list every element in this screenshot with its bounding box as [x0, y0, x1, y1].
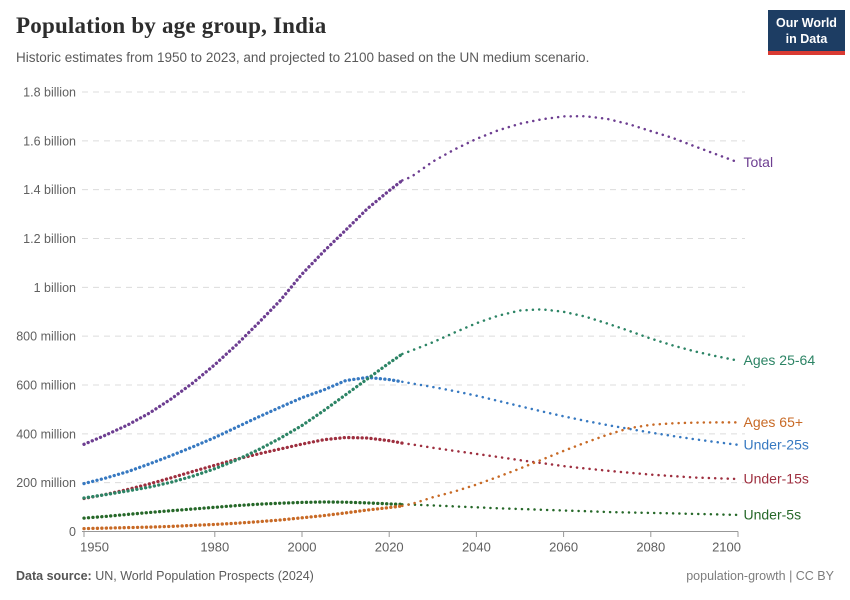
y-tick-label: 1.8 billion	[23, 86, 76, 100]
series-label-under-25s: Under-25s	[744, 436, 809, 452]
chart-subtitle: Historic estimates from 1950 to 2023, an…	[16, 50, 590, 65]
y-tick-label: 400 million	[16, 427, 76, 441]
y-tick-label: 1.2 billion	[23, 232, 76, 246]
y-tick-label: 1.6 billion	[23, 134, 76, 148]
series-label-ages-65-: Ages 65+	[744, 414, 804, 430]
y-tick-label: 1.4 billion	[23, 183, 76, 197]
series-line-projected-total[interactable]	[401, 114, 740, 182]
data-source-label: Data source:	[16, 569, 92, 583]
x-tick-label: 2100	[712, 540, 741, 555]
page-title: Population by age group, India	[16, 13, 327, 38]
series-label-under-5s: Under-5s	[744, 506, 802, 522]
y-tick-label: 1 billion	[34, 281, 76, 295]
series-line-historic-total[interactable]	[82, 178, 404, 446]
series-line-projected-under-25s[interactable]	[401, 380, 740, 447]
x-tick-label: 2060	[549, 540, 578, 555]
series-label-total: Total	[744, 154, 774, 170]
series-label-under-15s: Under-15s	[744, 471, 809, 487]
owid-logo-line2: in Data	[785, 32, 828, 46]
x-tick-label: 2080	[636, 540, 665, 555]
x-tick-label: 2040	[462, 540, 491, 555]
series-line-projected-ages-65-[interactable]	[401, 421, 740, 508]
data-source-text: UN, World Population Prospects (2024)	[95, 569, 314, 583]
series-line-historic-ages-65-[interactable]	[82, 504, 404, 531]
series-line-projected-under-15s[interactable]	[401, 441, 740, 481]
owid-logo-line1: Our World	[776, 16, 837, 30]
y-tick-label: 0	[69, 525, 76, 539]
series-line-projected-under-5s[interactable]	[401, 503, 740, 517]
owid-logo[interactable]: Our World in Data	[768, 10, 845, 55]
y-tick-label: 600 million	[16, 379, 76, 393]
chart-footer: Data source: UN, World Population Prospe…	[16, 569, 834, 583]
x-tick-label: 1980	[200, 540, 229, 555]
x-tick-label: 1950	[80, 540, 109, 555]
series-line-historic-under-25s[interactable]	[82, 375, 404, 486]
data-source-note: Data source: UN, World Population Prospe…	[16, 569, 314, 583]
y-tick-label: 800 million	[16, 330, 76, 344]
y-tick-label: 200 million	[16, 476, 76, 490]
series-line-historic-under-5s[interactable]	[82, 500, 404, 520]
x-tick-label: 2000	[288, 540, 317, 555]
series-line-projected-ages-25-64[interactable]	[401, 308, 740, 362]
series-line-historic-ages-25-64[interactable]	[82, 352, 404, 500]
x-tick-label: 2020	[375, 540, 404, 555]
series-label-ages-25-64: Ages 25-64	[744, 352, 816, 368]
license-link[interactable]: population-growth | CC BY	[686, 569, 834, 583]
